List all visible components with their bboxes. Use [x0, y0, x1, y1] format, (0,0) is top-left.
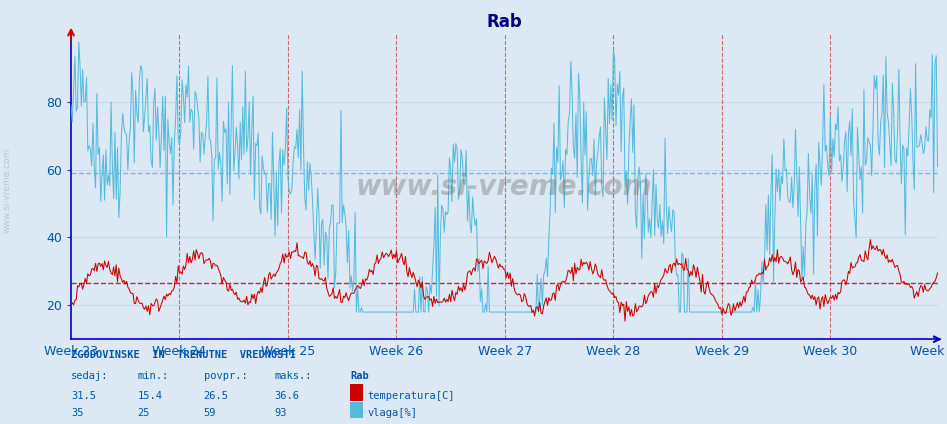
Text: sedaj:: sedaj:: [71, 371, 109, 382]
Text: 25: 25: [137, 408, 150, 418]
Text: www.si-vreme.com: www.si-vreme.com: [356, 173, 652, 201]
Text: maks.:: maks.:: [275, 371, 313, 382]
Text: min.:: min.:: [137, 371, 169, 382]
Text: 15.4: 15.4: [137, 391, 162, 401]
Text: 36.6: 36.6: [275, 391, 299, 401]
Text: www.si-vreme.com: www.si-vreme.com: [3, 148, 12, 234]
Text: 59: 59: [204, 408, 216, 418]
Text: 35: 35: [71, 408, 83, 418]
Text: povpr.:: povpr.:: [204, 371, 247, 382]
Text: 93: 93: [275, 408, 287, 418]
Text: ZGODOVINSKE  IN  TRENUTNE  VREDNOSTI: ZGODOVINSKE IN TRENUTNE VREDNOSTI: [71, 350, 296, 360]
Text: 26.5: 26.5: [204, 391, 228, 401]
Text: 31.5: 31.5: [71, 391, 96, 401]
Text: temperatura[C]: temperatura[C]: [367, 391, 455, 401]
Text: vlaga[%]: vlaga[%]: [367, 408, 418, 418]
Title: Rab: Rab: [487, 13, 522, 31]
Text: Rab: Rab: [350, 371, 369, 382]
